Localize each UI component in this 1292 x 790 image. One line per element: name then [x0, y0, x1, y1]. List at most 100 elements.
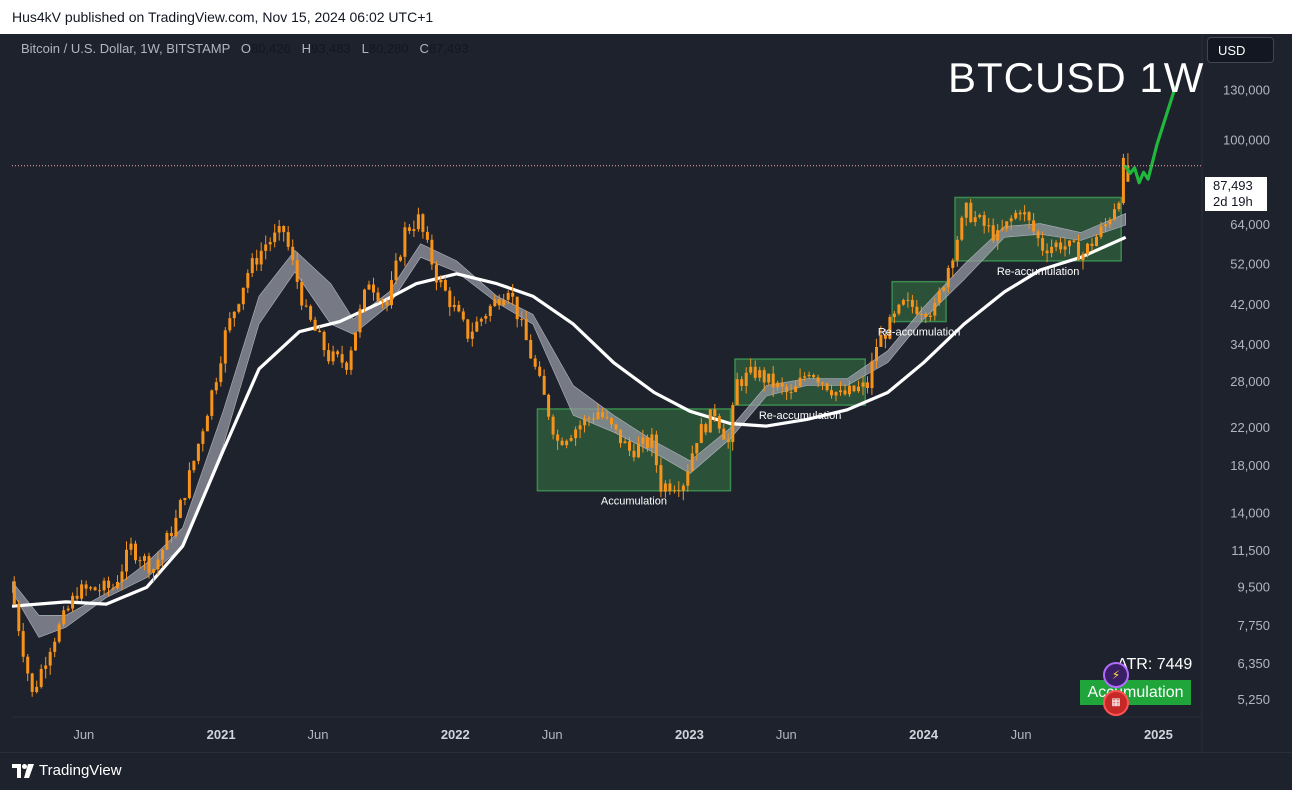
candle-body	[345, 362, 349, 370]
time-tick-label: 2025	[1144, 727, 1173, 742]
currency-button[interactable]: USD	[1207, 37, 1274, 63]
candle-body	[300, 282, 304, 306]
candle-body	[919, 314, 923, 315]
candle-body	[125, 549, 128, 572]
candle-body	[223, 330, 227, 364]
candle-body	[1045, 250, 1049, 254]
zone-labels-layer: Accumulation Re-accumulation Re-accumulati…	[601, 266, 1079, 508]
candle-body	[1117, 203, 1121, 210]
candle-body	[192, 460, 196, 471]
candle-body	[556, 434, 560, 441]
candle-body	[367, 284, 371, 290]
candle-body	[152, 569, 155, 573]
candle-body	[964, 202, 968, 218]
us-flag-icon[interactable]: ▦	[1103, 690, 1129, 716]
candle-body	[80, 584, 84, 599]
candle-body	[803, 376, 807, 378]
time-axis[interactable]: Jun 2021 Jun 2022 Jun 2023 Jun 2024 Jun 2025	[73, 727, 1173, 742]
candle-body	[89, 587, 93, 589]
candle-body	[21, 631, 25, 657]
long-ma-line	[12, 235, 1127, 608]
candle-body	[816, 377, 820, 383]
low-value: 80,280	[368, 41, 409, 56]
candle-body	[430, 239, 434, 265]
candle-body	[1009, 218, 1013, 222]
candle-body	[780, 382, 784, 387]
candle-body	[120, 571, 124, 582]
candle-body	[794, 386, 798, 392]
candle-body	[1050, 247, 1054, 254]
time-tick-label: Jun	[73, 727, 94, 742]
price-tick-label: 22,000	[1230, 420, 1270, 435]
candle-body	[708, 409, 712, 433]
candle-body	[798, 377, 802, 387]
candle-body	[726, 439, 730, 442]
candle-body	[866, 382, 869, 388]
price-chart[interactable]: Accumulation Re-accumulation Re-accumulati…	[0, 34, 1292, 752]
candle-body	[654, 434, 658, 466]
tradingview-logo[interactable]: TradingView	[12, 753, 122, 789]
candle-body	[704, 424, 708, 433]
candle-body	[623, 441, 627, 444]
candle-body	[632, 450, 636, 458]
candle-body	[178, 500, 182, 518]
candle-body	[138, 560, 142, 562]
candle-body	[205, 415, 209, 432]
candle-body	[861, 382, 865, 387]
candle-body	[1099, 226, 1103, 237]
time-tick-label: Jun	[542, 727, 563, 742]
last-price-tag: 87,493 2d 19h	[1205, 177, 1267, 211]
candle-body	[241, 287, 245, 305]
candle-body	[668, 483, 672, 492]
candle-body	[232, 311, 236, 319]
candle-body	[1023, 212, 1027, 215]
candle-body	[906, 299, 910, 301]
candle-body	[470, 331, 474, 339]
long-ma-layer	[12, 235, 1127, 608]
candle-body	[897, 304, 901, 314]
candle-body	[659, 465, 663, 492]
candle-body	[1108, 219, 1112, 225]
candle-body	[982, 215, 986, 226]
candle-body	[1086, 243, 1089, 255]
price-tick-label: 100,000	[1223, 132, 1270, 147]
candle-body	[1018, 212, 1022, 215]
candle-body	[268, 242, 272, 245]
symbol-legend: Bitcoin / U.S. Dollar, 1W, BITSTAMP O80,…	[21, 41, 469, 56]
candle-body	[439, 280, 443, 283]
brand-name: TradingView	[39, 762, 122, 779]
candle-body	[731, 405, 735, 443]
candle-body	[425, 231, 429, 240]
candle-body	[1000, 228, 1004, 230]
candle-body	[812, 375, 816, 378]
candle-body	[672, 490, 676, 492]
high-value: 93,483	[311, 41, 351, 56]
candle-body	[214, 382, 218, 391]
lightning-icon[interactable]: ⚡	[1103, 662, 1129, 688]
candle-body	[493, 299, 497, 307]
candle-body	[71, 595, 75, 609]
candle-body	[291, 246, 295, 261]
candle-body	[740, 379, 744, 386]
accumulation-badge: Accumulation	[1080, 680, 1191, 705]
candle-body	[533, 358, 537, 367]
candle-body	[785, 386, 789, 393]
candle-body	[713, 409, 717, 416]
candle-body	[857, 386, 860, 392]
candle-body	[1126, 165, 1130, 182]
candle-body	[390, 280, 393, 306]
candle-body	[246, 273, 250, 288]
candle-body	[277, 226, 281, 233]
candle-body	[250, 258, 254, 273]
candle-body	[821, 382, 825, 384]
candle-body	[434, 264, 438, 283]
candle-body	[560, 440, 564, 446]
atr-label: ATR: 7449	[1117, 656, 1193, 673]
candle-body	[416, 214, 420, 230]
price-axis[interactable]: 160,000130,000100,00064,00052,00042,0003…	[1223, 43, 1270, 707]
candle-body	[488, 306, 492, 316]
candle-body	[452, 304, 456, 308]
candle-body	[161, 549, 164, 560]
candle-body	[403, 227, 407, 257]
candle-body	[789, 391, 793, 393]
